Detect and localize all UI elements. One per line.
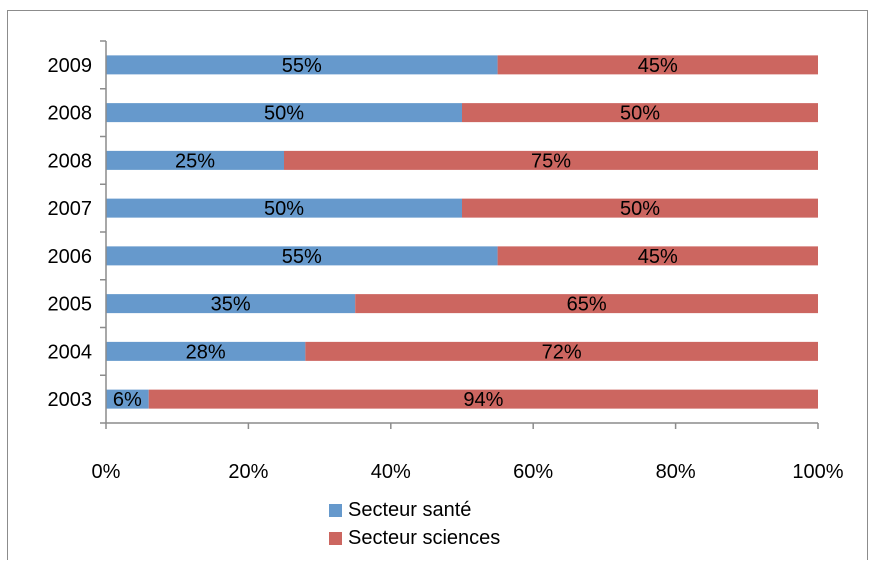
bar-sciences-7 [148, 389, 819, 409]
legend-swatch-sciences [329, 531, 342, 545]
legend-item-sante: Secteur santé [329, 496, 500, 524]
x-tick-label-4: 80% [656, 461, 696, 483]
y-tick-label-7: 2003 [48, 389, 93, 411]
y-tick-label-6: 2004 [48, 341, 93, 363]
legend: Secteur santé Secteur sciences [329, 496, 500, 552]
x-tick-label-2: 40% [371, 461, 411, 483]
x-tick-label-1: 20% [228, 461, 268, 483]
bar-sante-6 [106, 341, 306, 361]
data-label-sante-0: 55% [282, 55, 322, 77]
chart-frame [7, 10, 868, 560]
y-tick-label-2: 2008 [48, 150, 93, 172]
bar-sciences-3 [462, 198, 818, 218]
x-tick-label-5: 100% [792, 461, 843, 483]
legend-swatch-sante [329, 503, 342, 517]
y-tick-label-1: 2008 [48, 103, 93, 125]
bar-sante-2 [106, 150, 284, 170]
data-label-sciences-0: 45% [638, 55, 678, 77]
bar-sante-0 [106, 55, 498, 75]
bar-sciences-2 [284, 150, 818, 170]
data-label-sante-1: 50% [264, 103, 304, 125]
bar-sante-4 [106, 246, 498, 266]
y-tick-label-3: 2007 [48, 198, 93, 220]
data-label-sciences-6: 72% [542, 341, 582, 363]
data-label-sante-5: 35% [211, 294, 251, 316]
data-label-sante-3: 50% [264, 198, 304, 220]
x-tick-label-0: 0% [92, 461, 121, 483]
legend-label-sciences: Secteur sciences [348, 526, 501, 549]
data-label-sante-6: 28% [186, 341, 226, 363]
y-tick-label-5: 2005 [48, 294, 93, 316]
data-label-sciences-7: 94% [463, 389, 503, 411]
y-tick-label-0: 2009 [48, 55, 93, 77]
bar-sante-5 [106, 294, 356, 314]
bar-sciences-6 [305, 341, 818, 361]
data-label-sciences-3: 50% [620, 198, 660, 220]
data-label-sciences-1: 50% [620, 103, 660, 125]
data-label-sciences-4: 45% [638, 246, 678, 268]
data-label-sante-7: 6% [113, 389, 142, 411]
bar-sciences-1 [462, 103, 818, 123]
legend-label-sante: Secteur santé [348, 498, 472, 521]
data-label-sciences-5: 65% [567, 294, 607, 316]
data-label-sciences-2: 75% [531, 150, 571, 172]
bar-sciences-4 [497, 246, 818, 266]
data-label-sante-2: 25% [175, 150, 215, 172]
bar-sante-7 [106, 389, 149, 409]
x-tick-label-3: 60% [513, 461, 553, 483]
bar-sciences-0 [497, 55, 818, 75]
bar-sante-3 [106, 198, 462, 218]
legend-item-sciences: Secteur sciences [329, 524, 500, 552]
data-label-sante-4: 55% [282, 246, 322, 268]
bar-sciences-5 [355, 294, 818, 314]
bar-sante-1 [106, 103, 462, 123]
y-tick-label-4: 2006 [48, 246, 93, 268]
